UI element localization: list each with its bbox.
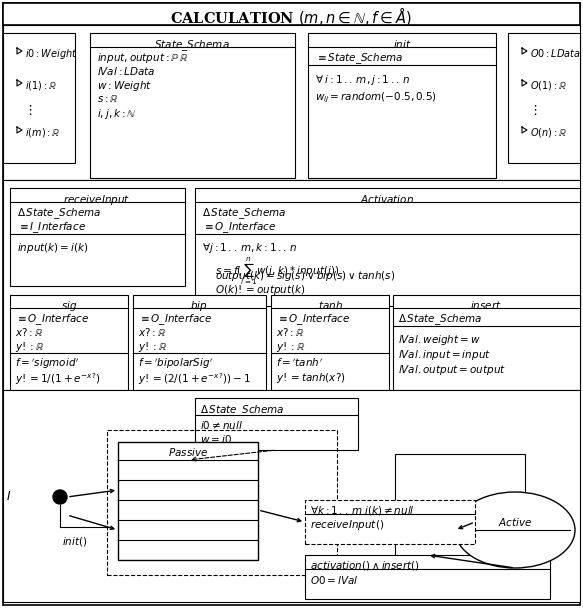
Text: $insert$: $insert$ [470,299,502,311]
Bar [3,180,580,390]
Text: $\equiv O\_Interface$: $\equiv O\_Interface$ [138,312,212,327]
Text: $i, j, k: \mathbb{N}$: $i, j, k: \mathbb{N}$ [97,107,137,121]
Bar [308,33,496,178]
Text: $\equiv O\_Interface$: $\equiv O\_Interface$ [202,220,276,235]
Bar [3,33,75,163]
Text: $\equiv O\_Interface$: $\equiv O\_Interface$ [15,312,89,327]
Bar [393,295,580,390]
Text: $s = f(\sum_{i=1}^{n} w(j,k) * input(j))$: $s = f(\sum_{i=1}^{n} w(j,k) * input(j))… [215,255,339,287]
Text: $f = \mathit{'bipolarSig'}$: $f = \mathit{'bipolarSig'}$ [138,357,213,371]
Text: $I$: $I$ [6,489,11,502]
Bar [508,33,580,163]
Text: $w = i0$: $w = i0$ [200,433,232,445]
Text: $init$: $init$ [392,38,412,50]
Text: $O(1): \mathbb{R}$: $O(1): \mathbb{R}$ [530,79,567,92]
Text: $w: Weight$: $w: Weight$ [97,79,152,93]
Text: $\Delta\,State\_Schema$: $\Delta\,State\_Schema$ [17,206,101,221]
Text: $Active$: $Active$ [498,516,532,528]
Text: CALCULATION $(m, n \in \mathbb{N}, f \in \AA)$: CALCULATION $(m, n \in \mathbb{N}, f \in… [170,5,412,27]
Text: $i(1): \mathbb{R}$: $i(1): \mathbb{R}$ [25,79,57,92]
Bar [3,3,580,25]
Text: $\equiv O\_Interface$: $\equiv O\_Interface$ [276,312,350,327]
Text: $y!: \mathbb{R}$: $y!: \mathbb{R}$ [276,340,305,354]
Text: $lVal.input = input$: $lVal.input = input$ [398,348,491,362]
Text: $x?: \mathbb{R}$: $x?: \mathbb{R}$ [276,326,304,338]
Text: $O(k)! = output(k)$: $O(k)! = output(k)$ [215,283,305,297]
Text: $y! = (2/(1 + e^{-x?})) - 1$: $y! = (2/(1 + e^{-x?})) - 1$ [138,371,251,387]
Bar [3,25,580,180]
Text: $y! = tanh(x?)$: $y! = tanh(x?)$ [276,371,346,385]
Bar [10,188,185,286]
Bar [195,398,358,450]
Text: $\Delta\,State\_Schema$: $\Delta\,State\_Schema$ [398,312,483,327]
Text: $\forall j: 1\,..\,m, k: 1\,..\,n$: $\forall j: 1\,..\,m, k: 1\,..\,n$ [202,241,297,255]
Text: $y!: \mathbb{R}$: $y!: \mathbb{R}$ [15,340,44,354]
Text: $O0: LData$: $O0: LData$ [530,47,581,59]
Text: $lVal.output = output$: $lVal.output = output$ [398,363,506,377]
Text: $w_{ij} = random(-0.5, 0.5)$: $w_{ij} = random(-0.5, 0.5)$ [315,91,437,105]
Bar [271,295,389,390]
Bar [195,188,580,306]
Text: $f = \mathit{'sigmoid'}$: $f = \mathit{'sigmoid'}$ [15,357,79,371]
Bar [395,454,525,564]
Circle shape [53,490,67,504]
Text: $y! = 1/(1 + e^{-x?})$: $y! = 1/(1 + e^{-x?})$ [15,371,100,387]
Text: $\equiv State\_Schema$: $\equiv State\_Schema$ [315,51,403,66]
Text: $Activation$: $Activation$ [360,193,414,205]
Text: $\equiv I\_Interface$: $\equiv I\_Interface$ [17,220,86,235]
Text: $output(k) = sig(s) \vee bip(s) \vee tanh(s)$: $output(k) = sig(s) \vee bip(s) \vee tan… [215,269,395,283]
Bar [10,295,128,390]
Text: $i0: Weight$: $i0: Weight$ [25,47,78,61]
Text: $O0 = lVal$: $O0 = lVal$ [310,574,359,586]
Text: $init()$: $init()$ [62,535,87,548]
Text: $O(n): \mathbb{R}$: $O(n): \mathbb{R}$ [530,126,567,139]
Text: $input(k) = i(k)$: $input(k) = i(k)$ [17,241,89,255]
Text: $Passive$: $Passive$ [168,446,208,458]
Text: $receiveInput$: $receiveInput$ [64,193,131,207]
Text: $\vdots$: $\vdots$ [23,103,32,117]
Bar [305,500,475,544]
Bar [3,390,580,602]
Text: $\Delta\,State\_Schema$: $\Delta\,State\_Schema$ [200,403,285,418]
Text: $activation() \wedge insert()$: $activation() \wedge insert()$ [310,559,420,572]
Text: $y!: \mathbb{R}$: $y!: \mathbb{R}$ [138,340,167,354]
Text: $\forall k: 1\,..\,m\;i(k) \neq null$: $\forall k: 1\,..\,m\;i(k) \neq null$ [310,504,415,517]
Bar [90,33,295,178]
Ellipse shape [455,492,575,568]
Text: $lVal: LData$: $lVal: LData$ [97,65,156,77]
Text: $receiveInput()$: $receiveInput()$ [310,518,384,532]
Text: $State\_Schema$: $State\_Schema$ [154,38,230,53]
Bar [107,430,337,575]
Text: $tanh$: $tanh$ [318,299,342,311]
Text: $i(m): \mathbb{R}$: $i(m): \mathbb{R}$ [25,126,61,139]
Bar [133,295,266,390]
Bar [305,555,550,599]
Text: $x?: \mathbb{R}$: $x?: \mathbb{R}$ [138,326,167,338]
Text: $\Delta\,State\_Schema$: $\Delta\,State\_Schema$ [202,206,286,221]
Text: $f = \mathit{'tanh'}$: $f = \mathit{'tanh'}$ [276,357,323,370]
Text: $s: \mathbb{R}$: $s: \mathbb{R}$ [97,93,119,104]
Text: $sig$: $sig$ [61,299,77,313]
Text: $input, output: \mathbb{P}\,\mathbb{R}$: $input, output: \mathbb{P}\,\mathbb{R}$ [97,51,189,65]
Text: $lVal.weight = w$: $lVal.weight = w$ [398,333,481,347]
Text: $x?: \mathbb{R}$: $x?: \mathbb{R}$ [15,326,44,338]
Text: $\vdots$: $\vdots$ [528,103,538,117]
Text: $bip$: $bip$ [190,299,208,313]
Text: $i0 \neq null$: $i0 \neq null$ [200,419,243,431]
Bar [118,442,258,560]
Text: $\forall\;i: 1\,..\,m, j: 1\,..\,n$: $\forall\;i: 1\,..\,m, j: 1\,..\,n$ [315,73,410,87]
